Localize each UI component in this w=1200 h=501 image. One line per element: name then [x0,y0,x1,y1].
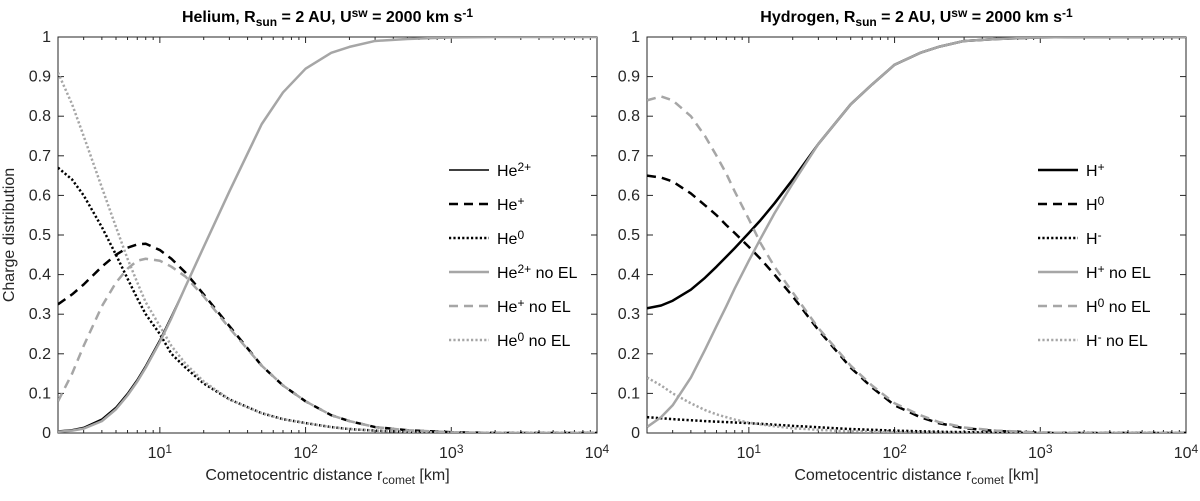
legend-label: H+ [1086,160,1105,180]
plot-area-frame [646,36,1187,434]
x-axis-label: Cometocentric distance rcomet [km] [794,467,1038,487]
y-tick-label: 0.2 [29,346,51,363]
y-tick-label: 0.6 [618,187,640,204]
y-tick-label: 0 [42,425,51,442]
y-tick-label: 0.7 [29,148,51,165]
y-tick-label: 0.8 [29,108,51,125]
x-tick-label: 104 [1174,442,1199,462]
legend-label: He0 no EL [497,330,571,350]
y-tick-label: 0 [631,425,640,442]
x-tick-label: 103 [439,442,464,462]
series-line-He0-no-EL [58,72,597,433]
chart-panel-2: 0 0.1 0.2 0.3 0.4 0.5 0.6 0.7 0.8 0.9 1 101 102 103 10… [618,6,1199,488]
y-tick-label: 0.1 [618,385,640,402]
legend-label: H- [1086,228,1102,248]
chart-title: Helium, Rsun = 2 AU, Usw = 2000 km s-1 [182,6,473,30]
y-tick-label: 0.9 [618,69,640,86]
chart-title: Hydrogen, Rsun = 2 AU, Usw = 2000 km s-1 [760,6,1073,30]
y-tick-label: 0.2 [618,346,640,363]
legend-label: He2+ [497,160,531,180]
legend-label: He2+ no EL [497,262,578,282]
legend-label: H0 [1086,194,1105,214]
x-tick-label: 101 [737,442,762,462]
legend-label: He+ [497,194,524,214]
y-tick-label: 1 [631,29,640,46]
series-line-He2plus-no-EL [58,37,597,433]
series-line-Heplus-no-EL [58,257,597,433]
x-tick-label: 103 [1028,442,1053,462]
series-line-H0-no-EL [647,95,1186,433]
series-line-H--no-EL [647,376,1186,433]
y-tick-label: 0.4 [618,267,640,284]
series-line-H0 [647,174,1186,433]
y-tick-label: 0.7 [618,148,640,165]
series-group [58,37,597,433]
x-tick-label: 102 [293,442,318,462]
x-tick-label: 104 [585,442,610,462]
legend: He2+ He+ He0 He2+ no EL He+ no EL He0 no EL [449,160,578,350]
y-tick-label: 0.1 [29,385,51,402]
y-tick-label: 0.5 [618,227,640,244]
legend-label: He0 [497,228,524,248]
x-axis-label: Cometocentric distance rcomet [km] [205,467,449,487]
y-tick-label: 0.3 [618,306,640,323]
legend: H+ H0 H- H+ no EL H0 no EL H- no EL [1038,160,1151,350]
x-tick-label: 102 [882,442,907,462]
series-line-Hminus [647,415,1186,433]
series-group [647,37,1186,433]
y-tick-label: 0.3 [29,306,51,323]
y-tick-label: 0.6 [29,187,51,204]
y-tick-label: 0.4 [29,267,51,284]
series-line-Heplus [58,242,597,433]
y-tick-label: 0.9 [29,69,51,86]
legend-label: H- no EL [1086,330,1148,350]
series-line-Hplus-no-EL [647,37,1186,429]
y-tick-label: 1 [42,29,51,46]
legend-label: H0 no EL [1086,296,1151,316]
y-tick-label: 0.5 [29,227,51,244]
y-tick-label: 0.8 [618,108,640,125]
y-axis-label: Charge distribution [1,168,18,302]
x-tick-label: 101 [148,442,173,462]
chart-panel-1: 0 0.1 0.2 0.3 0.4 0.5 0.6 0.7 0.8 0.9 1 101 102 103 10… [1,6,610,488]
legend-label: He+ no EL [497,296,571,316]
legend-label: H+ no EL [1086,262,1151,282]
